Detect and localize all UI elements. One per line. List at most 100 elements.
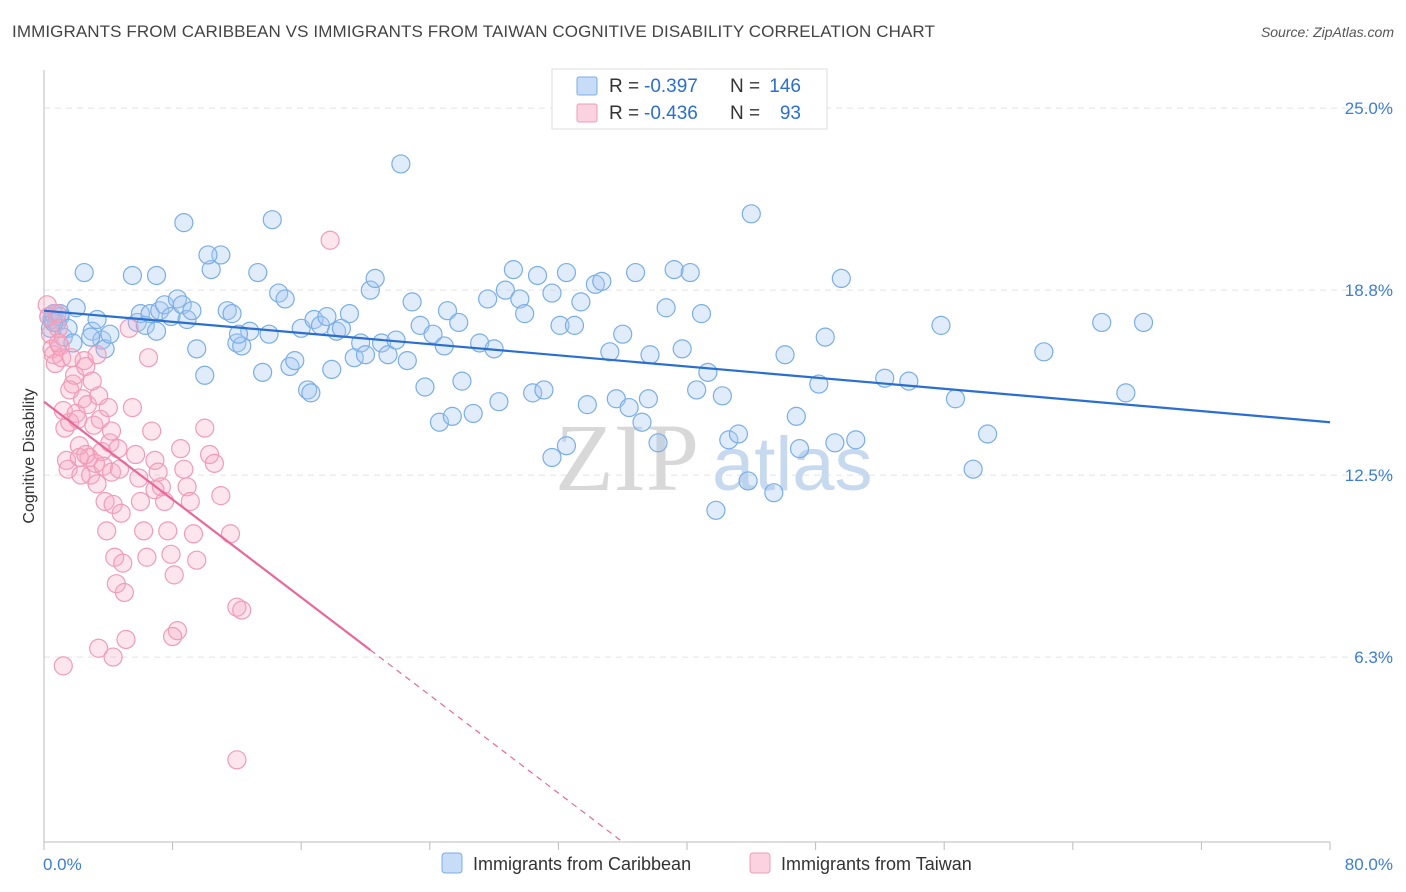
caribbean-point bbox=[262, 210, 282, 230]
caribbean-point bbox=[74, 262, 94, 283]
caribbean-point bbox=[719, 430, 739, 450]
caribbean-point bbox=[600, 342, 620, 362]
caribbean-point bbox=[146, 321, 167, 341]
caribbean-point bbox=[174, 213, 194, 233]
legend-swatch-taiwan bbox=[576, 103, 598, 123]
caribbean-point bbox=[712, 386, 732, 406]
caribbean-point bbox=[1133, 312, 1154, 333]
taiwan-point bbox=[211, 486, 231, 506]
caribbean-point bbox=[397, 351, 417, 371]
taiwan-point bbox=[163, 626, 183, 647]
taiwan-point bbox=[142, 421, 162, 441]
caribbean-point bbox=[592, 271, 612, 291]
taiwan-point bbox=[164, 565, 184, 585]
caribbean-point bbox=[931, 315, 951, 335]
caribbean-point bbox=[478, 289, 498, 309]
caribbean-point bbox=[285, 351, 305, 371]
caribbean-point bbox=[523, 383, 543, 403]
caribbean-point bbox=[228, 324, 249, 344]
caribbean-point bbox=[534, 380, 554, 400]
caribbean-point bbox=[378, 345, 398, 365]
legend-r-value-0: -0.397 bbox=[644, 76, 698, 97]
y-tick-label: 12.5% bbox=[1345, 466, 1393, 485]
caribbean-point bbox=[542, 447, 562, 468]
caribbean-point bbox=[259, 324, 279, 344]
y-tick-label: 25.0% bbox=[1345, 99, 1393, 118]
caribbean-point bbox=[640, 345, 660, 365]
caribbean-point bbox=[402, 292, 422, 312]
caribbean-point bbox=[452, 371, 472, 391]
caribbean-point bbox=[738, 471, 758, 491]
legend-r-label-0: R = bbox=[609, 76, 639, 97]
caribbean-point bbox=[463, 403, 483, 424]
caribbean-point bbox=[365, 268, 385, 289]
taiwan-point bbox=[113, 553, 133, 573]
caribbean-point bbox=[963, 459, 983, 479]
taiwan-point bbox=[199, 444, 220, 465]
taiwan-point bbox=[103, 647, 123, 667]
taiwan-trend-line-extension bbox=[369, 649, 624, 843]
caribbean-point bbox=[846, 430, 866, 450]
caribbean-point bbox=[322, 359, 342, 380]
caribbean-point bbox=[556, 262, 577, 283]
caribbean-point bbox=[698, 362, 718, 382]
caribbean-point bbox=[664, 260, 684, 280]
legend-n-value-1: 93 bbox=[780, 103, 801, 124]
caribbean-point bbox=[423, 324, 443, 344]
caribbean-point bbox=[687, 380, 707, 400]
caribbean-point bbox=[564, 315, 585, 335]
caribbean-point bbox=[789, 439, 810, 459]
caribbean-point bbox=[301, 383, 321, 403]
taiwan-point bbox=[158, 521, 178, 541]
taiwan-point bbox=[97, 521, 117, 541]
caribbean-point bbox=[253, 362, 273, 382]
bottom-legend-label-caribbean: Immigrants from Caribbean bbox=[473, 854, 691, 874]
caribbean-point bbox=[495, 280, 515, 300]
taiwan-point bbox=[101, 421, 122, 441]
series-legend: Immigrants from Caribbean Immigrants fro… bbox=[441, 852, 972, 874]
x-tick-label-max: 80.0% bbox=[1345, 855, 1393, 874]
taiwan-point bbox=[145, 480, 165, 500]
caribbean-point bbox=[201, 260, 221, 280]
caribbean-point bbox=[248, 262, 268, 283]
caribbean-point bbox=[945, 389, 966, 409]
taiwan-point bbox=[114, 582, 134, 603]
caribbean-point bbox=[764, 483, 784, 503]
axes bbox=[43, 70, 1331, 850]
caribbean-point bbox=[449, 312, 469, 333]
y-tick-label: 6.3% bbox=[1354, 648, 1393, 667]
caribbean-point bbox=[515, 304, 535, 324]
caribbean-point bbox=[542, 283, 562, 303]
taiwan-point bbox=[116, 629, 136, 650]
caribbean-point bbox=[198, 245, 218, 265]
legend-n-label-1: N = bbox=[730, 103, 760, 124]
bottom-legend-label-taiwan: Immigrants from Taiwan bbox=[781, 854, 972, 874]
y-tick-label: 18.8% bbox=[1345, 281, 1393, 300]
taiwan-point bbox=[180, 491, 200, 512]
caribbean-point bbox=[232, 336, 252, 356]
caribbean-point bbox=[632, 412, 652, 432]
taiwan-point bbox=[320, 230, 340, 250]
caribbean-point bbox=[648, 433, 668, 453]
taiwan-point bbox=[204, 453, 224, 473]
y-axis-label: Cognitive Disability bbox=[21, 388, 38, 523]
taiwan-point bbox=[119, 318, 139, 338]
caribbean-point bbox=[680, 262, 700, 283]
legend-swatch-caribbean bbox=[576, 76, 598, 96]
taiwan-point bbox=[53, 656, 73, 676]
caribbean-point bbox=[317, 306, 337, 327]
legend-r-value-1: -0.436 bbox=[644, 103, 698, 124]
caribbean-point bbox=[831, 268, 851, 289]
taiwan-point bbox=[137, 547, 157, 567]
caribbean-point bbox=[355, 345, 376, 365]
y-tick-labels: 25.0% 18.8% 12.5% 6.3% bbox=[1345, 99, 1393, 667]
taiwan-point bbox=[130, 491, 151, 512]
caribbean-point bbox=[550, 315, 570, 335]
caribbean-point bbox=[728, 424, 749, 444]
caribbean-point bbox=[625, 262, 646, 283]
taiwan-point bbox=[122, 397, 143, 418]
watermark-atlas: atlas bbox=[712, 422, 873, 507]
caribbean-point bbox=[339, 304, 360, 324]
caribbean-point bbox=[809, 374, 829, 394]
